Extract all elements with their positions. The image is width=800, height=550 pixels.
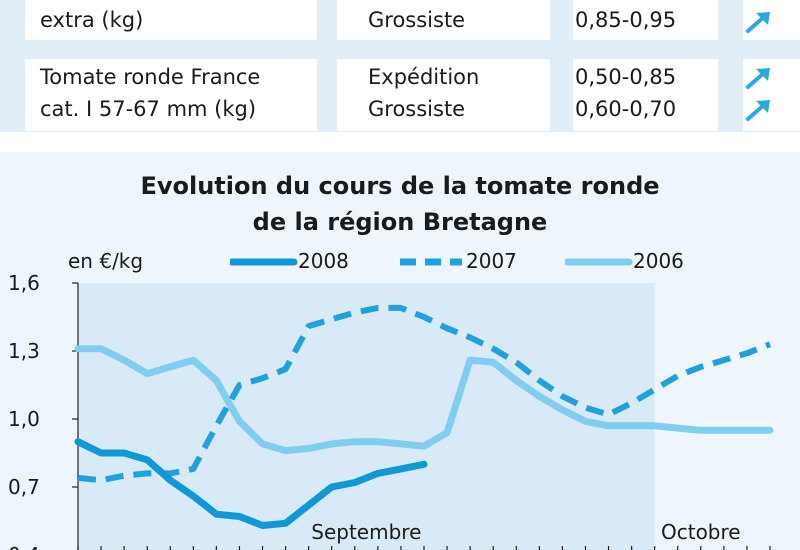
chart-title-line: de la région Bretagne [252,208,548,236]
x-month-label: Octobre [661,520,741,544]
market-stage: Grossiste [368,97,466,121]
chart-title-line: Evolution du cours de la tomate ronde [140,172,660,200]
plot-highlight-area [78,283,655,550]
series-line-2007 [77,304,772,484]
legend-label: 2007 [466,249,517,273]
market-stage: Grossiste [368,8,466,32]
legend-label: 2006 [633,249,684,273]
product-name: extra (kg) [40,8,144,32]
legend-swatch-2007 [400,258,462,266]
product-name: Tomate ronde France [40,65,261,89]
y-tick-label: 0,7 [8,475,40,499]
legend-label: 2008 [298,249,349,273]
y-tick-label: 1,0 [8,407,40,431]
price-range: 0,50-0,85 [575,65,677,89]
price-range: 0,85-0,95 [575,8,677,32]
market-stage: Expédition [368,65,480,89]
y-tick-label: 0,4 [8,543,40,550]
price-range: 0,60-0,70 [575,97,677,121]
up-arrow-icon [746,100,770,121]
up-arrow-icon [746,68,770,89]
legend-item-2007: 2007 [398,248,528,278]
y-axis-unit-label: en €/kg [68,249,144,273]
legend-item-2006: 2006 [565,248,695,278]
series-line-2006 [74,345,774,455]
table-row: Tomate ronde France cat. I 57-67 mm (kg)… [25,59,800,131]
product-name: cat. I 57-67 mm (kg) [40,97,257,121]
up-arrow-icon [746,12,770,33]
legend-swatch-2006 [565,258,633,266]
x-month-label: Septembre [311,520,421,544]
table-row: extra (kg) Grossiste 0,85-0,95 [25,0,800,40]
y-tick-label: 1,3 [8,339,40,363]
y-tick-label: 1,6 [8,271,40,295]
chart-title: Evolution du cours de la tomate ronde de… [0,168,800,240]
legend-swatch-2008 [230,258,298,266]
legend-item-2008: 2008 [230,248,360,278]
price-table: extra (kg) Grossiste 0,85-0,95 Tomate ro… [0,0,800,132]
series-line-2008 [74,438,428,529]
